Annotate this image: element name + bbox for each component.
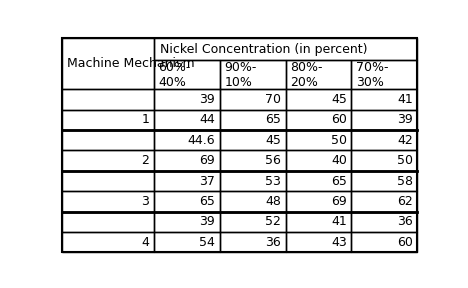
- Bar: [351, 89, 417, 110]
- Text: 45: 45: [331, 93, 347, 106]
- Text: 39: 39: [199, 93, 215, 106]
- Bar: [154, 232, 219, 253]
- Bar: [351, 110, 417, 130]
- Text: 52: 52: [265, 215, 281, 228]
- Text: Nickel Concentration (in percent): Nickel Concentration (in percent): [160, 43, 367, 56]
- Bar: [62, 89, 154, 110]
- Bar: [219, 60, 285, 89]
- Text: 62: 62: [397, 195, 413, 208]
- Bar: [154, 60, 219, 89]
- Text: 4: 4: [141, 236, 149, 249]
- Text: 41: 41: [331, 215, 347, 228]
- Bar: [285, 171, 351, 191]
- Text: 65: 65: [331, 175, 347, 187]
- Text: 39: 39: [397, 113, 413, 126]
- Text: 65: 65: [199, 195, 215, 208]
- Bar: [351, 171, 417, 191]
- Bar: [62, 232, 154, 253]
- Bar: [154, 110, 219, 130]
- Text: 60%-
40%: 60%- 40%: [159, 60, 191, 89]
- Bar: [285, 191, 351, 212]
- Bar: [219, 89, 285, 110]
- Text: Machine Mechanism: Machine Mechanism: [67, 57, 195, 70]
- Text: 70: 70: [265, 93, 281, 106]
- Bar: [154, 212, 219, 232]
- Bar: [154, 150, 219, 171]
- Text: 1: 1: [141, 113, 149, 126]
- Bar: [351, 130, 417, 150]
- Text: 69: 69: [199, 154, 215, 167]
- Bar: [285, 212, 351, 232]
- Text: 36: 36: [397, 215, 413, 228]
- Text: 48: 48: [265, 195, 281, 208]
- Bar: [351, 60, 417, 89]
- Text: 42: 42: [397, 134, 413, 147]
- Bar: [219, 171, 285, 191]
- Bar: [219, 130, 285, 150]
- Text: 80%-
20%: 80%- 20%: [290, 60, 323, 89]
- Text: 54: 54: [199, 236, 215, 249]
- Bar: [219, 110, 285, 130]
- Text: 39: 39: [199, 215, 215, 228]
- Bar: [285, 150, 351, 171]
- Text: 53: 53: [265, 175, 281, 187]
- Bar: [62, 38, 154, 89]
- Text: 2: 2: [141, 154, 149, 167]
- Bar: [285, 89, 351, 110]
- Bar: [154, 130, 219, 150]
- Text: 44: 44: [199, 113, 215, 126]
- Bar: [62, 191, 154, 212]
- Text: 65: 65: [265, 113, 281, 126]
- Bar: [351, 232, 417, 253]
- Bar: [351, 212, 417, 232]
- Bar: [285, 110, 351, 130]
- Bar: [62, 171, 154, 191]
- Text: 43: 43: [331, 236, 347, 249]
- Text: 50: 50: [331, 134, 347, 147]
- Text: 41: 41: [397, 93, 413, 106]
- Text: 60: 60: [397, 236, 413, 249]
- Text: 45: 45: [265, 134, 281, 147]
- Bar: [62, 130, 154, 150]
- Bar: [154, 171, 219, 191]
- Text: 69: 69: [331, 195, 347, 208]
- Bar: [62, 110, 154, 130]
- Text: 70%-
30%: 70%- 30%: [356, 60, 388, 89]
- Bar: [62, 150, 154, 171]
- Text: 37: 37: [199, 175, 215, 187]
- Bar: [219, 232, 285, 253]
- Text: 36: 36: [265, 236, 281, 249]
- Bar: [219, 191, 285, 212]
- Bar: [154, 38, 417, 60]
- Bar: [351, 191, 417, 212]
- Bar: [154, 89, 219, 110]
- Bar: [154, 191, 219, 212]
- Bar: [285, 232, 351, 253]
- Bar: [219, 212, 285, 232]
- Text: 50: 50: [397, 154, 413, 167]
- Bar: [219, 150, 285, 171]
- Bar: [351, 150, 417, 171]
- Text: 56: 56: [265, 154, 281, 167]
- Text: 44.6: 44.6: [187, 134, 215, 147]
- Bar: [285, 130, 351, 150]
- Bar: [62, 212, 154, 232]
- Bar: [285, 60, 351, 89]
- Text: 90%-
10%: 90%- 10%: [224, 60, 257, 89]
- Text: 60: 60: [331, 113, 347, 126]
- Text: 3: 3: [141, 195, 149, 208]
- Text: 58: 58: [397, 175, 413, 187]
- Text: 40: 40: [331, 154, 347, 167]
